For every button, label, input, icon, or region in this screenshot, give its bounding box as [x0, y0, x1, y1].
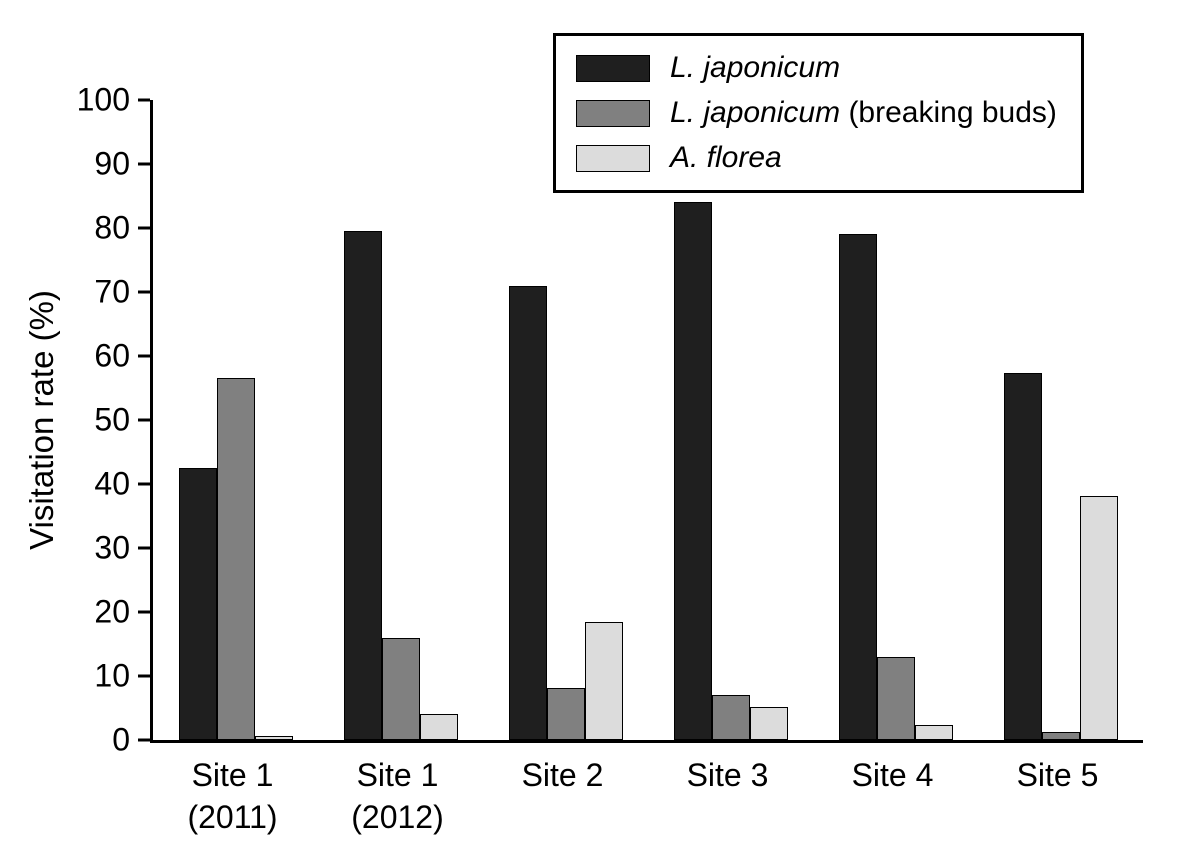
y-tick-mark — [138, 226, 150, 230]
y-tick-label: 30 — [94, 529, 130, 566]
y-tick-mark — [138, 290, 150, 294]
y-tick-label: 80 — [94, 209, 130, 246]
y-tick-mark — [138, 546, 150, 550]
y-tick-label: 90 — [94, 145, 130, 182]
y-tick-label: 20 — [94, 593, 130, 630]
legend-label: L. japonicum — [670, 51, 841, 84]
bar — [254, 735, 293, 740]
y-tick-label: 10 — [94, 657, 130, 694]
bar — [1079, 495, 1118, 740]
x-tick-label: Site 1 (2012) — [351, 757, 444, 835]
x-tick-label: Site 3 — [686, 757, 769, 793]
legend-swatch — [576, 144, 650, 172]
y-tick-mark — [138, 738, 150, 742]
bar — [508, 285, 547, 740]
x-tick-label: Site 5 — [1016, 757, 1099, 793]
bar — [876, 656, 915, 740]
y-tick-mark — [138, 610, 150, 614]
x-tick-label: Site 1 (2011) — [187, 757, 278, 835]
y-tick-mark — [138, 98, 150, 102]
bar — [838, 234, 877, 740]
y-tick-mark — [138, 482, 150, 486]
bar — [711, 695, 750, 740]
bar — [1041, 732, 1080, 740]
legend-label: L. japonicum (breaking buds) — [670, 96, 1057, 129]
bar — [914, 725, 953, 740]
bar — [584, 621, 623, 740]
y-tick-label: 70 — [94, 273, 130, 310]
legend-item: L. japonicum (breaking buds) — [576, 96, 1057, 130]
bar — [381, 637, 420, 740]
y-axis-title: Visitation rate (%) — [23, 290, 60, 550]
legend-item: A. florea — [576, 141, 1057, 175]
y-tick-mark — [138, 418, 150, 422]
bar — [749, 706, 788, 740]
bar — [546, 687, 585, 740]
x-tick-label: Site 4 — [851, 757, 934, 793]
y-tick-label: 40 — [94, 465, 130, 502]
y-tick-label: 100 — [76, 81, 130, 118]
y-tick-label: 60 — [94, 337, 130, 374]
y-tick-mark — [138, 354, 150, 358]
bar — [178, 468, 217, 740]
bar — [1003, 373, 1042, 740]
plot-area — [150, 100, 1143, 743]
legend-label: A. florea — [670, 141, 782, 174]
x-tick-label: Site 2 — [521, 757, 604, 793]
bar — [343, 231, 382, 740]
bar — [419, 714, 458, 740]
y-tick-label: 50 — [94, 401, 130, 438]
legend-item: L. japonicum — [576, 51, 1057, 85]
y-tick-mark — [138, 674, 150, 678]
legend: L. japonicum L. japonicum (breaking buds)… — [553, 33, 1084, 193]
bar — [673, 202, 712, 740]
legend-swatch — [576, 99, 650, 127]
y-tick-mark — [138, 162, 150, 166]
bar — [216, 378, 255, 740]
legend-swatch — [576, 54, 650, 82]
y-tick-label: 0 — [112, 721, 130, 758]
